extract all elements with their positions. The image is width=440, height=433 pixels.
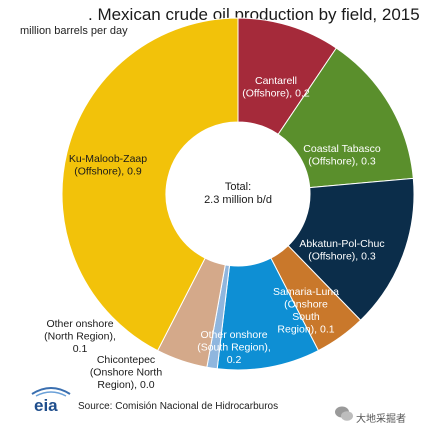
wechat-icon <box>335 406 353 421</box>
eia-logo-text: eia <box>34 396 58 414</box>
chart-subtitle: million barrels per day <box>20 25 128 37</box>
slice-label-ku-maloob-zaap: Ku-Maloob-Zaap (Offshore), 0.9 <box>69 153 147 178</box>
slice-ku-maloob-zaap <box>61 17 239 352</box>
slice-label-chicontepec: Chicontepec (Onshore North Region), 0.0 <box>90 354 163 391</box>
slice-abkatun-pol-chuc <box>287 177 415 321</box>
watermark-text: 大地采掘者 <box>356 414 406 425</box>
slice-label-other-onshore: Other onshore (South Region), 0.2 <box>197 329 271 366</box>
source-note: Source: Comisión Nacional de Hidrocarbur… <box>78 401 279 412</box>
eia-logo: eia <box>31 387 71 414</box>
slice-label-abkatun-pol-chuc: Abkatun-Pol-Chuc (Offshore), 0.3 <box>299 238 384 263</box>
center-total-label: Total: 2.3 million b/d <box>204 181 272 206</box>
slice-label-cantarell: Cantarell (Offshore), 0.2 <box>242 75 310 100</box>
slice-label-samaria-luna: Samaria-Luna (Onshore South Region), 0.1 <box>273 286 339 336</box>
slice-coastal-tabasco <box>277 47 414 189</box>
slice-label-coastal-tabasco: Coastal Tabasco (Offshore), 0.3 <box>303 143 381 168</box>
chart-title: . Mexican crude oil production by field,… <box>88 5 420 24</box>
slice-label-other-onshore: Other onshore (North Region), 0.1 <box>44 318 116 355</box>
